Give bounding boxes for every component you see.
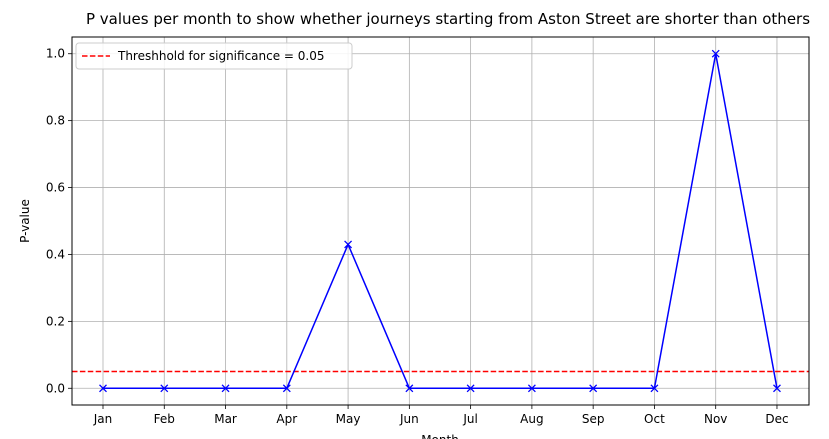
plot-area xyxy=(72,37,809,405)
x-tick-label: Dec xyxy=(765,412,788,426)
legend-box xyxy=(75,42,353,70)
data-point-marker xyxy=(527,384,536,393)
x-tick-label: Nov xyxy=(704,412,727,426)
x-tick-label: Apr xyxy=(276,412,297,426)
y-tick-label: 0.4 xyxy=(46,247,65,261)
legend: Threshhold for significance = 0.05 xyxy=(75,42,353,70)
x-tick-label: Sep xyxy=(582,412,605,426)
data-point-marker xyxy=(344,240,353,249)
x-tick-label: Jul xyxy=(462,412,477,426)
data-point-marker xyxy=(221,384,230,393)
data-point-marker xyxy=(773,384,781,393)
x-axis-label: Month xyxy=(421,433,459,439)
y-axis-ticks: 0.0 0.2 0.4 0.6 0.8 1.0 xyxy=(46,47,72,395)
x-tick-label: Aug xyxy=(520,412,543,426)
series-layer xyxy=(99,49,781,393)
y-tick-label: 0.2 xyxy=(46,314,65,328)
y-axis-label: P-value xyxy=(18,199,32,243)
x-tick-label: Mar xyxy=(214,412,237,426)
y-tick-label: 0.8 xyxy=(46,114,65,128)
data-point-marker xyxy=(282,384,291,393)
data-point-marker xyxy=(711,49,720,58)
data-point-marker xyxy=(650,384,659,393)
x-tick-label: Jun xyxy=(399,412,419,426)
data-point-marker xyxy=(589,384,598,393)
data-point-marker xyxy=(160,384,169,393)
y-tick-label: 0.6 xyxy=(46,181,65,195)
x-axis-ticks: Jan Feb Mar Apr May Jun Jul Aug Sep Oct Nov Dec xyxy=(93,405,789,426)
data-point-marker xyxy=(405,384,414,393)
x-tick-label: Jan xyxy=(93,412,113,426)
legend-threshold-label: Threshhold for significance = 0.05 xyxy=(117,49,325,63)
plot-frame xyxy=(71,36,810,406)
y-tick-label: 0.0 xyxy=(46,381,65,395)
data-point-marker xyxy=(99,384,107,393)
y-tick-label: 1.0 xyxy=(46,47,65,61)
chart-title: P values per month to show whether journ… xyxy=(86,10,810,28)
x-tick-label: Oct xyxy=(644,412,665,426)
x-tick-label: May xyxy=(336,412,361,426)
data-point-marker xyxy=(466,384,475,393)
x-tick-label: Feb xyxy=(154,412,175,426)
series-line xyxy=(103,52,778,390)
